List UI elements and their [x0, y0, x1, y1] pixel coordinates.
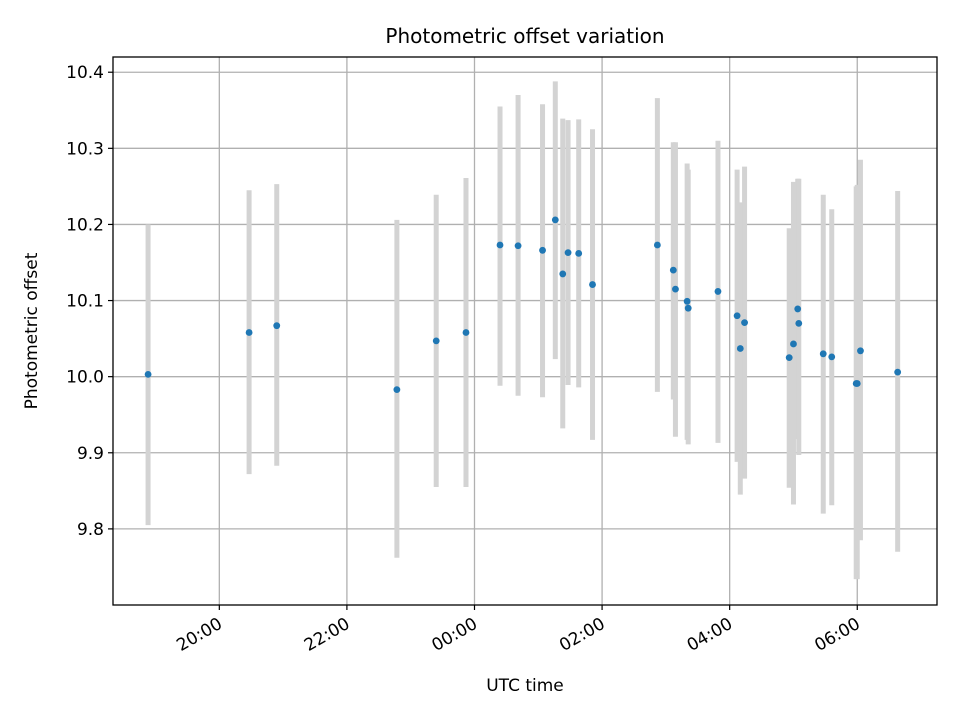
data-point	[496, 241, 504, 249]
y-tick-label: 9.9	[77, 444, 104, 464]
y-tick-label: 10.2	[66, 215, 104, 235]
plot-frame	[112, 56, 938, 606]
data-point	[736, 345, 744, 352]
data-point	[857, 347, 864, 355]
data-point	[432, 337, 440, 345]
data-point	[144, 370, 152, 378]
data-point	[894, 368, 902, 376]
data-point	[794, 305, 802, 313]
data-point	[819, 350, 827, 358]
point-layer	[144, 216, 902, 394]
y-axis-ticks: 9.8 9.9 10.0 10.1 10.2 10.3 10.4	[66, 63, 113, 540]
x-axis-label: UTC time	[486, 676, 564, 696]
data-point	[795, 319, 803, 327]
data-point	[575, 249, 583, 257]
data-point	[462, 329, 470, 336]
data-point	[672, 285, 679, 293]
data-point	[539, 246, 546, 254]
data-point	[790, 340, 797, 348]
data-point	[785, 354, 793, 362]
data-point	[514, 242, 522, 250]
data-point	[828, 353, 836, 361]
chart-title: Photometric offset variation	[385, 24, 664, 48]
data-point	[853, 380, 861, 387]
data-point	[741, 319, 748, 327]
data-point	[733, 312, 741, 320]
data-point	[273, 322, 281, 330]
data-point	[669, 266, 677, 274]
data-point	[684, 304, 692, 312]
data-point	[551, 216, 559, 224]
y-axis-label: Photometric offset	[22, 252, 42, 409]
data-point	[564, 249, 572, 257]
data-point	[714, 288, 722, 295]
y-tick-label: 10.1	[66, 292, 104, 312]
y-tick-label: 9.8	[77, 520, 104, 540]
data-point	[653, 241, 661, 249]
data-point	[559, 270, 567, 278]
y-tick-label: 10.0	[66, 368, 104, 388]
data-point	[245, 329, 253, 336]
y-tick-label: 10.3	[66, 139, 104, 159]
data-point	[589, 281, 596, 288]
y-tick-label: 10.4	[66, 63, 104, 83]
data-point	[393, 386, 401, 394]
data-point	[683, 297, 691, 305]
